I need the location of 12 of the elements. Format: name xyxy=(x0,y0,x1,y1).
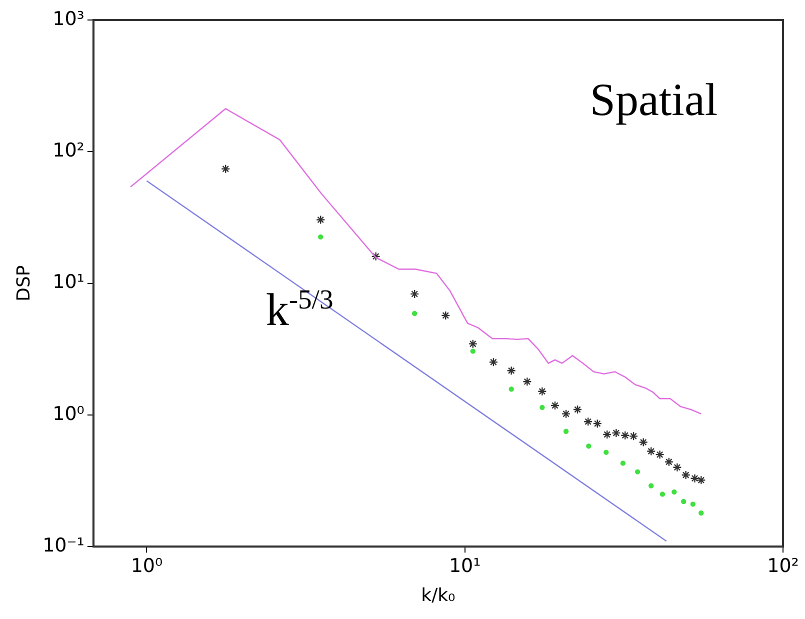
y-axis-title: DSP xyxy=(13,265,34,302)
y-tick-label: 10¹ xyxy=(52,271,84,294)
y-tick-label: 10² xyxy=(52,140,84,162)
y-tick-label: 10⁻¹ xyxy=(42,534,84,557)
annotation: Spatial xyxy=(590,72,718,126)
x-tick-label: 10² xyxy=(767,554,799,577)
x-tick-label: 10¹ xyxy=(448,554,481,577)
y-tick-label: 10⁰ xyxy=(52,402,84,425)
y-tick-label: 10³ xyxy=(52,8,84,30)
x-tick-label: 10⁰ xyxy=(130,554,163,577)
x-axis-title: k/k₀ xyxy=(421,584,456,606)
annotation: k$^{-5/3}$ xyxy=(266,283,334,336)
